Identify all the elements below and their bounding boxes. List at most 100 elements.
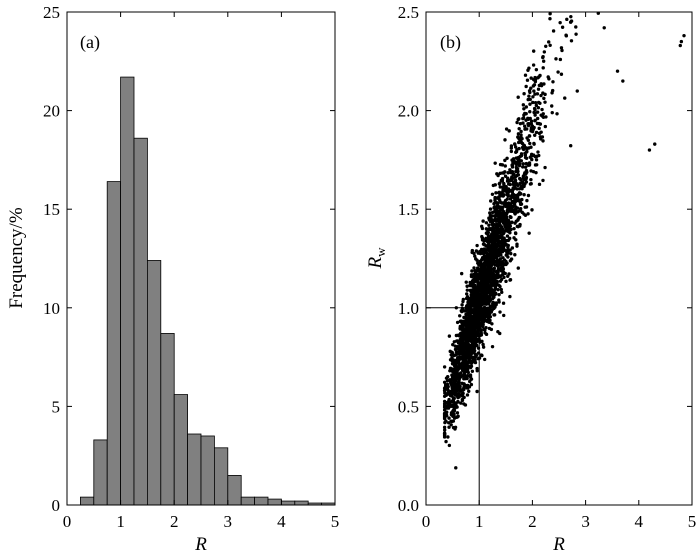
scatter-point <box>559 72 564 76</box>
scatter-point <box>495 230 499 235</box>
scatter-point <box>529 122 534 126</box>
scatter-point <box>560 48 564 53</box>
scatter-point <box>523 73 528 77</box>
scatter-point <box>470 269 474 273</box>
scatter-point <box>470 314 474 319</box>
scatter-point <box>442 425 447 430</box>
scatter-point <box>497 292 501 297</box>
scatter-point <box>514 165 519 170</box>
scatter-point <box>556 70 560 74</box>
scatter-point <box>462 371 467 375</box>
scatter-point <box>461 297 466 302</box>
histogram-y-tick-label: 5 <box>52 397 61 416</box>
scatter-point <box>457 347 461 351</box>
reference-lines <box>426 307 480 505</box>
scatter-point <box>481 219 485 223</box>
scatter-point <box>541 114 545 119</box>
scatter-point <box>483 331 487 335</box>
scatter-frame <box>425 11 693 506</box>
histogram-x-tick-label: 2 <box>170 512 179 531</box>
scatter-point <box>537 126 541 131</box>
scatter-point <box>514 231 518 236</box>
scatter-point <box>461 326 465 331</box>
scatter-point <box>495 272 499 277</box>
scatter-point <box>615 69 620 73</box>
scatter-point <box>442 380 447 384</box>
scatter-point <box>444 376 449 380</box>
scatter-point <box>574 25 578 29</box>
scatter-x-tick-label: 3 <box>581 512 590 531</box>
scatter-point <box>508 182 512 187</box>
scatter-point <box>504 279 508 284</box>
scatter-point <box>453 347 458 352</box>
scatter-point <box>496 287 500 292</box>
scatter-point <box>501 270 506 274</box>
scatter-point <box>498 268 503 272</box>
scatter-point <box>500 259 504 264</box>
scatter-point <box>470 369 475 373</box>
panel-label-a: (a) <box>80 32 100 53</box>
scatter-point <box>450 351 455 356</box>
scatter-point <box>469 301 474 306</box>
scatter-point <box>504 212 509 216</box>
scatter-point <box>496 241 500 246</box>
scatter-point <box>472 288 477 293</box>
scatter-point <box>487 216 491 220</box>
scatter-point <box>455 375 459 379</box>
scatter-point <box>517 216 521 220</box>
scatter-point <box>574 32 578 36</box>
histogram-x-tick-label: 0 <box>63 512 72 531</box>
scatter-point <box>448 366 453 371</box>
scatter-point <box>484 227 489 231</box>
scatter-point <box>465 284 469 288</box>
histogram-frame <box>66 11 336 506</box>
scatter-point <box>491 296 495 301</box>
scatter-point <box>463 334 468 338</box>
histogram-bar <box>200 435 215 506</box>
scatter-point <box>493 200 497 205</box>
scatter-point <box>478 340 482 344</box>
scatter-point <box>472 311 476 316</box>
scatter-point <box>515 148 519 152</box>
scatter-point <box>494 191 498 195</box>
scatter-point <box>508 259 513 263</box>
scatter-point <box>540 107 544 112</box>
scatter-point <box>483 268 487 272</box>
scatter-point <box>500 248 505 252</box>
scatter-point <box>558 57 563 62</box>
scatter-point <box>501 301 506 305</box>
scatter-point <box>492 313 496 317</box>
scatter-point <box>467 364 471 369</box>
scatter-point <box>500 290 504 295</box>
scatter-point <box>444 439 448 444</box>
scatter-point <box>469 382 474 387</box>
scatter-point <box>480 247 484 252</box>
scatter-point <box>480 258 484 262</box>
histogram-x-tick-label: 3 <box>224 512 233 531</box>
scatter-point <box>498 310 502 314</box>
scatter-point <box>485 281 490 285</box>
scatter-point <box>452 404 456 408</box>
scatter-point <box>505 250 509 254</box>
scatter-point <box>491 247 495 251</box>
scatter-point <box>482 357 487 362</box>
scatter-point <box>502 313 506 318</box>
scatter-point <box>475 389 479 394</box>
scatter-point <box>495 244 500 249</box>
scatter-points <box>442 11 686 470</box>
scatter-point <box>519 140 524 145</box>
scatter-point <box>493 305 497 309</box>
scatter-point <box>496 213 500 218</box>
scatter-point <box>487 270 492 275</box>
scatter-point <box>541 178 545 183</box>
scatter-point <box>529 127 534 131</box>
scatter-point <box>621 79 625 83</box>
scatter-point <box>506 171 510 175</box>
scatter-point <box>459 271 464 276</box>
scatter-x-tick-label: 1 <box>475 512 484 531</box>
scatter-point <box>534 170 538 175</box>
scatter-point <box>451 399 455 403</box>
scatter-point <box>478 288 483 292</box>
scatter-point <box>519 159 524 163</box>
scatter-point <box>536 150 540 154</box>
